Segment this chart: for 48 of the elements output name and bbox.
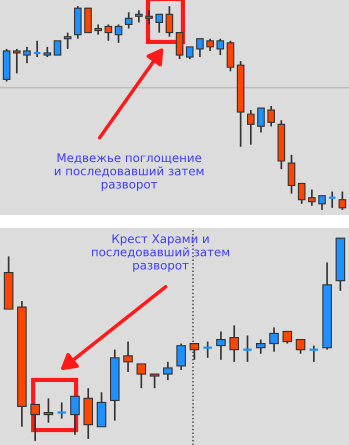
candlestick (145, 9, 153, 26)
candlestick (202, 340, 214, 359)
candlestick (216, 38, 224, 56)
candlestick (206, 38, 214, 52)
candlestick (56, 402, 68, 420)
candlestick (282, 330, 292, 344)
candlestick (247, 109, 255, 146)
candlestick (328, 190, 337, 209)
candlestick (155, 13, 164, 34)
candlestick (44, 398, 54, 424)
candlestick (242, 334, 253, 363)
candlestick (308, 188, 316, 207)
candlestick (94, 24, 102, 36)
candlestick (136, 363, 146, 390)
candlestick (296, 338, 306, 355)
candlestick (30, 404, 40, 442)
candlestick (23, 46, 31, 64)
candlestick (269, 326, 279, 353)
candlestick (163, 361, 173, 381)
candlestick (267, 105, 275, 128)
candlestick (216, 330, 226, 361)
candlestick (308, 344, 320, 363)
candlestick (104, 24, 112, 42)
candlestick (70, 395, 80, 436)
candlestick (257, 107, 265, 134)
candlestick (196, 38, 204, 58)
candlestick (176, 342, 186, 371)
candlestick (256, 338, 266, 355)
annotation: Крест Харами и последовавший затем разворот (92, 234, 230, 272)
candlestick (229, 324, 240, 363)
candlestick (114, 24, 122, 44)
candlestick (135, 9, 143, 24)
candlestick (176, 32, 184, 60)
candlestick (54, 40, 62, 56)
candlestick (32, 40, 42, 58)
annotation: Медвежье поглощение и последовавший затем разворот (54, 153, 204, 191)
candlestick (64, 32, 72, 50)
candlestick (12, 48, 21, 74)
candlestick (124, 11, 133, 30)
candlestick (318, 194, 326, 211)
candlestick (298, 182, 306, 205)
candlestick (44, 46, 52, 58)
candlestick (166, 5, 174, 38)
candlestick (123, 340, 133, 373)
candlestick (338, 190, 346, 211)
candlestick (150, 373, 160, 390)
candlestick (186, 46, 194, 60)
candlestick (288, 154, 296, 194)
